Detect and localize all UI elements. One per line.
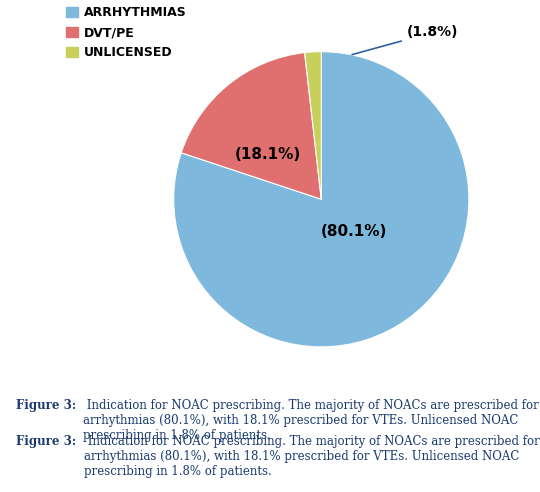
Wedge shape xyxy=(174,52,469,347)
Wedge shape xyxy=(305,52,321,199)
Text: Figure 3:: Figure 3: xyxy=(16,399,77,411)
Text: (80.1%): (80.1%) xyxy=(321,224,387,239)
Text: Figure 3:: Figure 3: xyxy=(16,435,77,448)
Text: (18.1%): (18.1%) xyxy=(235,148,301,162)
Text: Indication for NOAC prescribing. The majority of NOACs are prescribed for arrhyt: Indication for NOAC prescribing. The maj… xyxy=(83,399,539,441)
Wedge shape xyxy=(181,53,321,199)
Legend: ARRHYTHMIAS, DVT/PE, UNLICENSED: ARRHYTHMIAS, DVT/PE, UNLICENSED xyxy=(62,2,191,63)
Text: (1.8%): (1.8%) xyxy=(352,26,458,55)
Text: Indication for NOAC prescribing. The majority of NOACs are prescribed for arrhyt: Indication for NOAC prescribing. The maj… xyxy=(84,435,539,478)
